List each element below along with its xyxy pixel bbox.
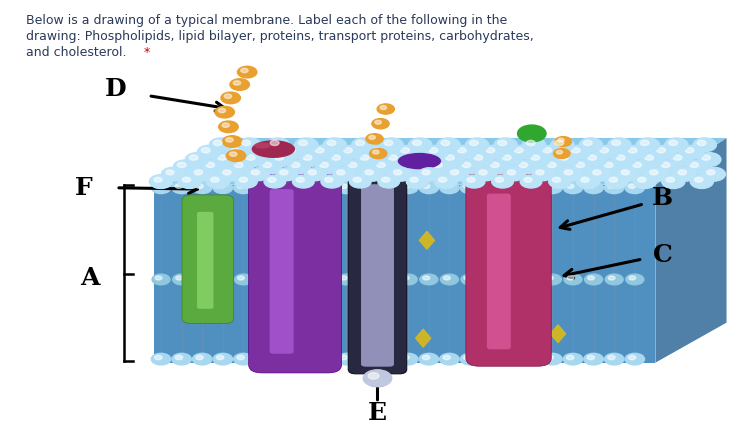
Circle shape [381, 355, 389, 360]
Circle shape [324, 177, 333, 182]
Circle shape [640, 140, 649, 146]
Circle shape [443, 355, 450, 360]
Circle shape [505, 355, 512, 360]
Circle shape [552, 177, 560, 182]
Circle shape [524, 177, 532, 182]
Circle shape [694, 138, 717, 152]
Circle shape [600, 160, 623, 174]
Circle shape [378, 182, 398, 194]
Circle shape [628, 355, 636, 360]
Circle shape [348, 162, 357, 168]
Circle shape [189, 155, 198, 160]
Circle shape [628, 160, 652, 174]
Circle shape [303, 167, 327, 181]
Circle shape [418, 167, 441, 181]
Circle shape [358, 274, 376, 285]
Circle shape [216, 355, 224, 360]
Circle shape [221, 92, 240, 104]
Circle shape [546, 355, 554, 360]
Circle shape [222, 123, 229, 127]
Circle shape [527, 140, 536, 146]
Circle shape [491, 174, 515, 188]
Circle shape [634, 175, 656, 188]
Circle shape [450, 170, 459, 175]
Circle shape [229, 152, 237, 156]
FancyBboxPatch shape [487, 194, 511, 349]
Circle shape [258, 276, 265, 280]
Circle shape [577, 174, 600, 188]
FancyBboxPatch shape [466, 170, 551, 366]
Circle shape [243, 153, 266, 166]
Circle shape [678, 170, 687, 175]
Circle shape [440, 274, 458, 285]
Circle shape [178, 162, 187, 168]
Circle shape [154, 177, 163, 182]
Circle shape [555, 153, 579, 166]
Circle shape [374, 120, 381, 124]
Circle shape [494, 138, 517, 152]
Circle shape [234, 182, 253, 194]
Circle shape [381, 177, 389, 182]
Circle shape [531, 155, 540, 160]
Circle shape [434, 162, 443, 168]
Circle shape [308, 170, 316, 175]
Circle shape [251, 170, 259, 175]
Circle shape [466, 138, 489, 152]
Circle shape [502, 182, 521, 194]
Circle shape [609, 177, 617, 182]
Circle shape [629, 276, 636, 280]
Circle shape [360, 155, 369, 160]
Polygon shape [154, 138, 727, 185]
Circle shape [175, 355, 183, 360]
Circle shape [337, 182, 357, 194]
Circle shape [196, 276, 203, 280]
Circle shape [666, 177, 674, 182]
Circle shape [287, 160, 311, 174]
Circle shape [658, 160, 681, 174]
Circle shape [214, 274, 232, 285]
Circle shape [230, 148, 239, 153]
Circle shape [194, 170, 202, 175]
Circle shape [336, 170, 345, 175]
Circle shape [323, 138, 346, 152]
Circle shape [240, 68, 248, 73]
Circle shape [372, 150, 379, 154]
Circle shape [487, 160, 510, 174]
Circle shape [368, 145, 391, 159]
Circle shape [406, 174, 429, 188]
Circle shape [467, 177, 475, 182]
Circle shape [649, 170, 658, 175]
Circle shape [219, 121, 238, 133]
Circle shape [571, 148, 580, 153]
Circle shape [237, 66, 257, 78]
Circle shape [210, 177, 219, 182]
Circle shape [267, 138, 290, 152]
Circle shape [564, 274, 582, 285]
Circle shape [698, 153, 721, 166]
Circle shape [340, 355, 348, 360]
Circle shape [300, 276, 306, 280]
Circle shape [380, 138, 403, 152]
Circle shape [389, 155, 398, 160]
Circle shape [390, 168, 412, 181]
Circle shape [450, 170, 458, 175]
Circle shape [320, 276, 327, 280]
Circle shape [507, 170, 515, 175]
Circle shape [669, 140, 678, 146]
Circle shape [299, 355, 306, 360]
Polygon shape [258, 236, 273, 254]
Circle shape [462, 162, 471, 168]
Circle shape [283, 145, 306, 159]
Circle shape [547, 276, 554, 280]
Circle shape [546, 184, 554, 188]
Circle shape [628, 184, 636, 188]
Circle shape [206, 162, 215, 168]
Text: *: * [140, 46, 151, 60]
Circle shape [626, 274, 643, 285]
Circle shape [194, 170, 203, 175]
Circle shape [393, 170, 402, 175]
Circle shape [645, 155, 654, 160]
Circle shape [440, 353, 459, 365]
Circle shape [504, 168, 526, 181]
